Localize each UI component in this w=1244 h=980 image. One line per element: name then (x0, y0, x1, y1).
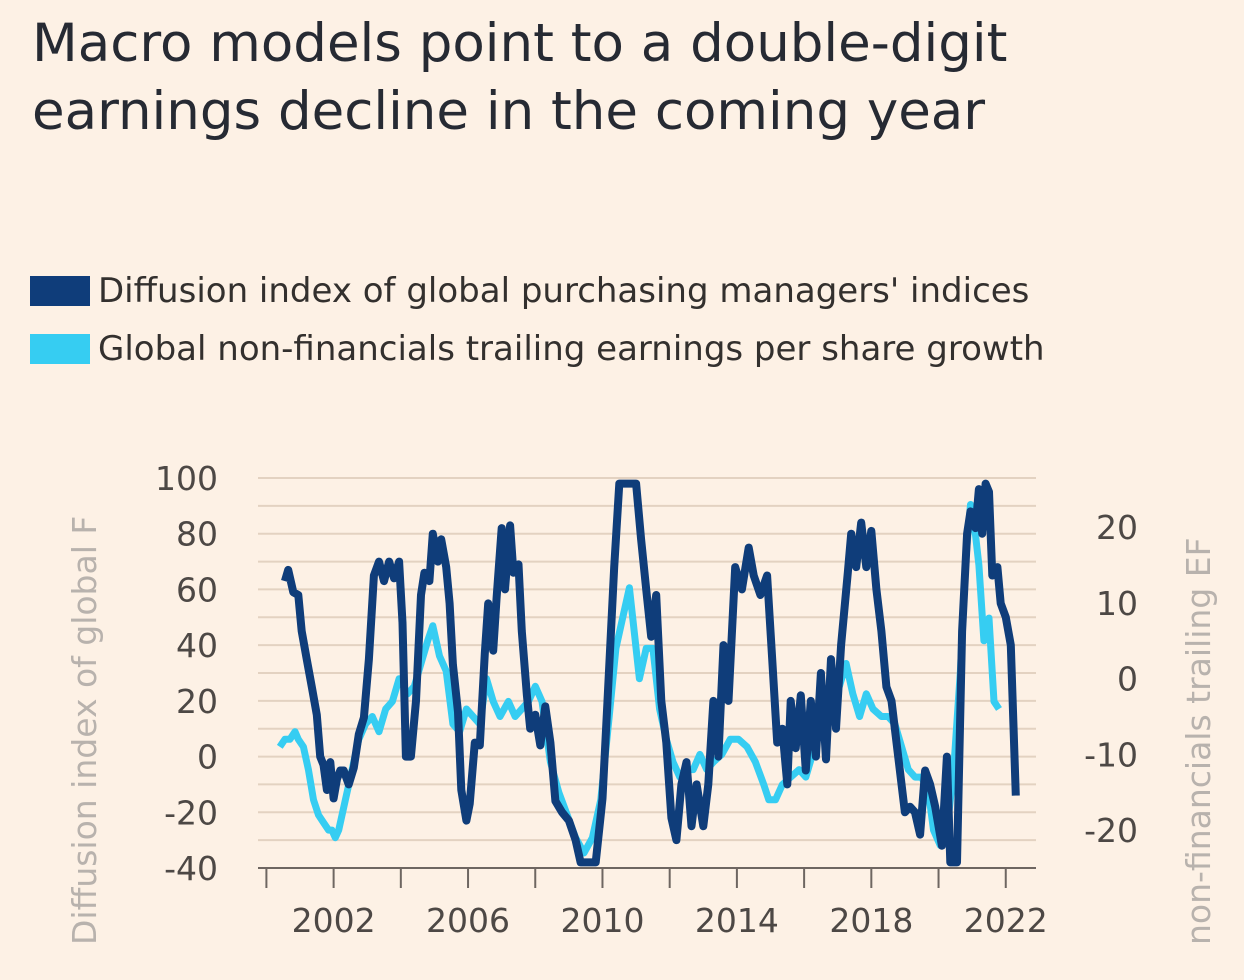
y2-tick-label: 10 (1096, 584, 1138, 623)
x-tick-label: 2014 (695, 901, 779, 940)
y2-tick-label: -10 (1084, 735, 1138, 774)
x-tick-label: 2010 (560, 901, 644, 940)
x-tick-label: 2006 (426, 901, 510, 940)
y2-tick-label: 0 (1117, 660, 1138, 699)
y-tick-label: -20 (164, 793, 218, 832)
y-tick-label: 60 (176, 570, 218, 609)
x-tick-label: 2002 (292, 901, 376, 940)
y-axis-left: -40 -20 0 20 40 60 80 100 (155, 459, 218, 888)
x-tick-label: 2022 (964, 901, 1048, 940)
x-tick-label: 2018 (829, 901, 913, 940)
y-tick-label: 100 (155, 459, 218, 498)
y-axis-title-right: non-financials trailing EF (1179, 537, 1218, 945)
y-tick-label: 0 (197, 738, 218, 777)
y2-tick-label: -20 (1084, 811, 1138, 850)
y2-tick-label: 20 (1096, 508, 1138, 547)
y-axis-title-left: Diffusion index of global F (65, 516, 104, 945)
y-tick-label: -40 (164, 849, 218, 888)
y-axis-right: -20 -10 0 10 20 (1084, 508, 1138, 850)
x-axis: 2002 2006 2010 2014 2018 2022 (258, 868, 1048, 940)
y-tick-label: 20 (176, 682, 218, 721)
y-tick-label: 80 (176, 515, 218, 554)
line-chart: 2002 2006 2010 2014 2018 2022 -40-20020406080… (0, 0, 1244, 980)
y-tick-label: 40 (176, 626, 218, 665)
